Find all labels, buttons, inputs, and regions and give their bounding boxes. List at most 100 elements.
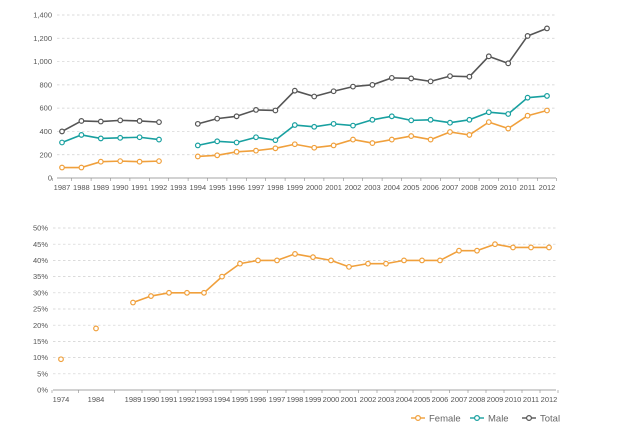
bottom-point-female: [492, 241, 498, 248]
top-point-total: [97, 118, 104, 125]
top-x-tick-label: 2006: [422, 183, 439, 192]
top-point-male: [78, 132, 85, 138]
bottom-point-female: [166, 289, 172, 296]
bottom-y-tick-label: 5%: [37, 369, 48, 378]
bottom-x-tick-label: 2002: [360, 395, 377, 404]
top-x-tick-label: 1998: [267, 183, 284, 192]
bottom-point-female: [58, 356, 64, 363]
top-point-male: [59, 139, 65, 146]
bottom-line-chart: 0% 5% 10% 15% 20% 25% 30% 35% 40% 45% 50% 1974 1984 1…: [33, 224, 559, 404]
top-point-male: [311, 123, 318, 130]
bottom-point-female: [292, 251, 298, 257]
bottom-point-female: [274, 257, 280, 264]
top-point-total: [369, 81, 376, 88]
bottom-y-tick-label: 15%: [33, 337, 48, 346]
top-point-male: [136, 134, 143, 141]
top-point-total: [466, 73, 473, 80]
bottom-x-tick-label: 1993: [196, 395, 213, 404]
top-series-line-total: [197, 27, 548, 125]
bottom-x-tick-label: 2012: [541, 395, 558, 404]
top-point-female: [524, 112, 531, 119]
bottom-point-female: [328, 257, 334, 264]
bottom-series-line-female: [132, 243, 549, 304]
bottom-y-tick-label: 35%: [33, 272, 48, 281]
top-point-male: [156, 136, 162, 143]
top-x-tick-label: 1992: [151, 183, 168, 192]
top-point-total: [233, 113, 240, 120]
top-point-male: [369, 116, 376, 123]
top-point-male: [330, 120, 337, 127]
bottom-point-female: [130, 299, 136, 306]
bottom-y-tick-label: 50%: [33, 224, 48, 233]
top-point-male: [485, 109, 492, 116]
top-x-tick-label: 2005: [403, 183, 420, 192]
top-x-tick-label: 2000: [306, 183, 323, 192]
top-point-female: [97, 158, 104, 165]
top-point-female: [117, 158, 124, 165]
top-point-male: [97, 135, 104, 142]
top-series-line-male: [61, 134, 160, 144]
top-point-female: [427, 136, 434, 143]
bottom-point-female: [383, 260, 389, 267]
top-point-total: [330, 88, 337, 95]
top-point-total: [505, 60, 512, 67]
bottom-point-female: [474, 247, 480, 254]
top-x-tick-label: 2008: [461, 183, 478, 192]
top-point-total: [524, 33, 531, 39]
top-x-tick-label: 1990: [112, 183, 129, 192]
top-y-tick-label: 1,200: [33, 34, 52, 43]
bottom-x-tick-label: 1992: [179, 395, 196, 404]
bottom-point-female: [510, 244, 516, 251]
top-point-male: [388, 113, 395, 120]
top-x-tick-label: 1994: [189, 183, 206, 192]
top-point-female: [466, 132, 473, 138]
top-point-female: [388, 136, 395, 143]
bottom-y-tick-label: 10%: [33, 353, 48, 362]
top-point-total: [485, 53, 492, 60]
top-point-female: [194, 153, 201, 160]
bottom-point-female: [419, 257, 425, 264]
bottom-point-female: [93, 325, 99, 332]
bottom-point-female: [401, 257, 407, 264]
top-point-total: [311, 93, 318, 100]
bottom-x-tick-label: 2004: [396, 395, 413, 404]
top-x-tick-label: 2004: [383, 183, 400, 192]
bottom-x-tick-label: 2005: [414, 395, 431, 404]
top-x-tick-label: 1996: [228, 183, 245, 192]
bottom-y-tick-label: 25%: [33, 305, 48, 314]
top-x-tick-label: 1997: [248, 183, 265, 192]
top-point-female: [330, 142, 337, 149]
top-point-total: [117, 117, 124, 124]
top-point-male: [427, 116, 434, 123]
top-x-tick-label: 2012: [539, 183, 556, 192]
top-point-total: [214, 115, 221, 122]
top-point-female: [156, 158, 162, 165]
bottom-x-tick-label: 2000: [323, 395, 340, 404]
top-point-male: [194, 142, 201, 149]
legend-marker-male: [474, 415, 481, 422]
top-point-female: [408, 133, 415, 139]
top-point-female: [59, 164, 65, 171]
top-point-female: [291, 141, 298, 148]
bottom-x-tick-label: 2011: [523, 395, 539, 404]
top-point-total: [78, 118, 85, 124]
bottom-point-female: [310, 254, 316, 261]
top-series-line-total: [61, 119, 160, 133]
legend-marker-total: [525, 415, 532, 422]
top-point-female: [78, 164, 85, 171]
bottom-x-tick-label: 2008: [469, 395, 486, 404]
top-y-tick-label: 400: [39, 127, 52, 136]
bottom-point-female: [346, 263, 352, 270]
bottom-x-tick-label: 2001: [341, 395, 358, 404]
top-point-total: [59, 128, 65, 135]
top-x-tick-label: 1999: [286, 183, 303, 192]
bottom-y-tick-label: 20%: [33, 321, 48, 330]
bottom-x-tick-label: 2007: [451, 395, 468, 404]
top-point-male: [117, 134, 124, 141]
top-point-total: [291, 87, 298, 94]
top-point-female: [350, 136, 356, 143]
top-x-tick-label: 2007: [442, 183, 459, 192]
bottom-y-tick-label: 30%: [33, 288, 48, 297]
bottom-x-tick-label: 1994: [214, 395, 231, 404]
